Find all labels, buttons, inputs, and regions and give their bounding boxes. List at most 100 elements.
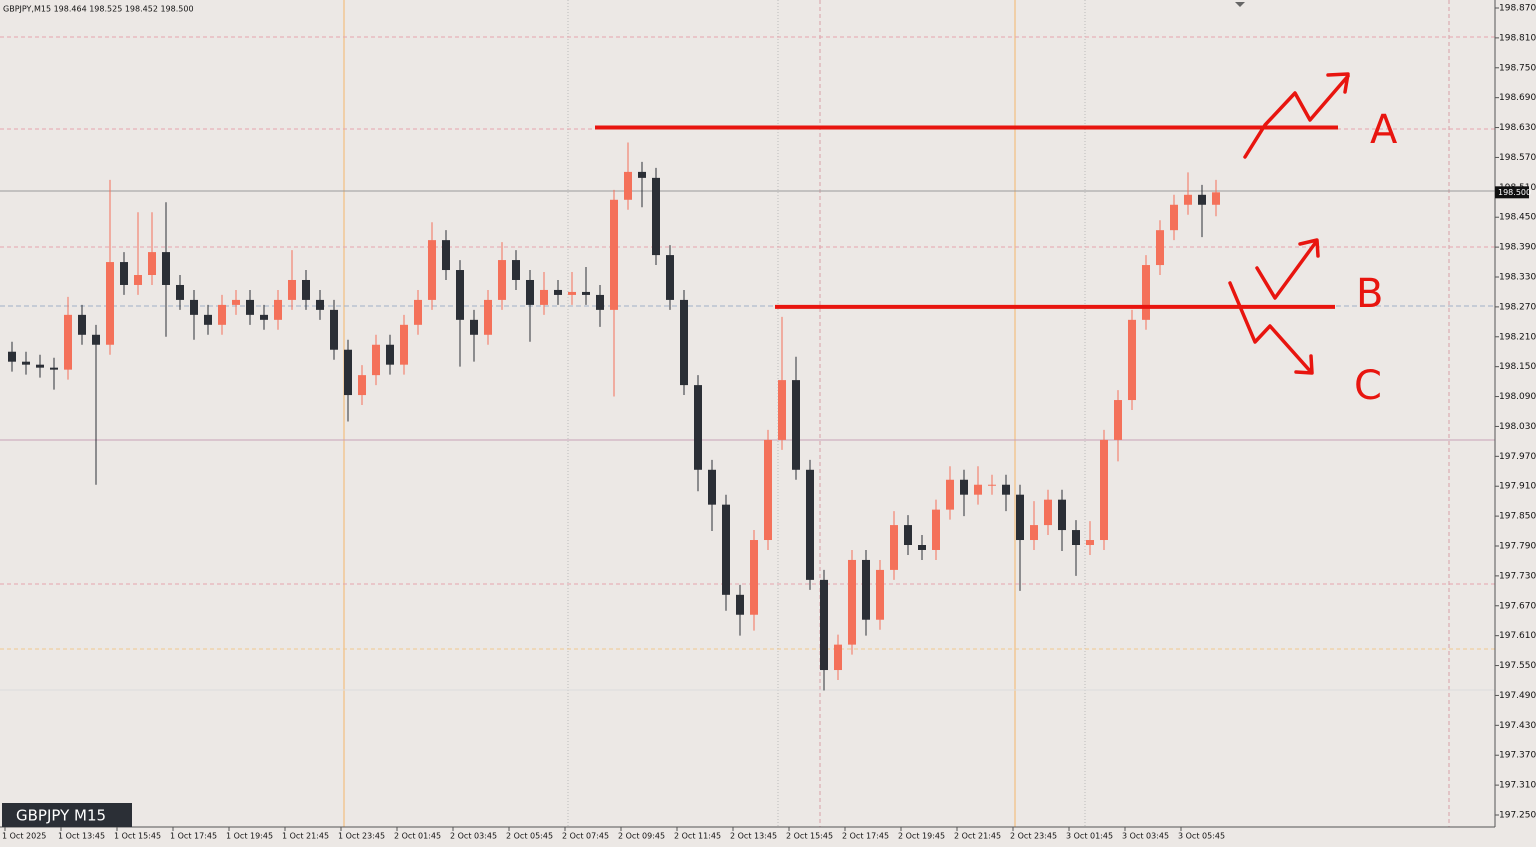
candle-body — [92, 334, 100, 345]
y-tick-label: 198.330 — [1499, 273, 1536, 283]
y-tick-label: 198.030 — [1499, 422, 1536, 432]
candle-body — [414, 299, 422, 325]
current-price-label: 198.500 — [1498, 188, 1531, 197]
candle-body — [428, 240, 436, 300]
x-tick-label: 1 Oct 2025 — [2, 832, 46, 841]
candle-body — [50, 367, 58, 370]
candle-body — [1198, 194, 1206, 205]
candle-body — [652, 177, 660, 256]
y-tick-label: 198.210 — [1499, 332, 1536, 342]
x-tick-label: 2 Oct 05:45 — [506, 832, 553, 841]
y-tick-label: 197.550 — [1499, 661, 1536, 671]
candle-body — [722, 504, 730, 595]
candle-body — [1142, 265, 1150, 320]
candle-body — [960, 479, 968, 495]
candle-body — [1128, 319, 1136, 401]
candle-body — [708, 469, 716, 505]
x-tick-label: 2 Oct 15:45 — [786, 832, 833, 841]
candle-body — [890, 525, 898, 570]
candle-body — [876, 569, 884, 620]
candle-body — [22, 361, 30, 365]
y-tick-label: 198.870 — [1499, 4, 1536, 14]
candle-body — [834, 644, 842, 671]
x-tick-label: 3 Oct 01:45 — [1066, 832, 1113, 841]
candle-body — [498, 260, 506, 300]
candle-body — [512, 260, 520, 280]
candle-body — [918, 545, 926, 550]
candle-body — [246, 299, 254, 315]
candle-body — [1086, 540, 1094, 546]
y-tick-label: 198.750 — [1499, 63, 1536, 73]
candle-body — [1016, 494, 1024, 541]
x-tick-label: 2 Oct 01:45 — [394, 832, 441, 841]
chart-title: GBPJPY,M15 198.464 198.525 198.452 198.5… — [3, 5, 194, 14]
candle-body — [736, 594, 744, 615]
candle-body — [820, 579, 828, 671]
candle-body — [806, 469, 814, 580]
candle-body — [1058, 499, 1066, 531]
candle-body — [568, 291, 576, 295]
x-tick-label: 2 Oct 11:45 — [674, 832, 721, 841]
y-tick-label: 198.090 — [1499, 392, 1536, 402]
x-tick-label: 2 Oct 09:45 — [618, 832, 665, 841]
candle-body — [302, 279, 310, 300]
candle-body — [582, 291, 590, 295]
y-tick-label: 197.490 — [1499, 691, 1536, 701]
candle-body — [764, 439, 772, 541]
y-tick-label: 197.310 — [1499, 781, 1536, 791]
candle-body — [442, 240, 450, 271]
candle-body — [288, 279, 296, 300]
drawn-arrows — [1228, 72, 1350, 375]
y-tick-label: 197.910 — [1499, 482, 1536, 492]
y-tick-label: 197.850 — [1499, 512, 1536, 522]
candle-body — [64, 314, 72, 370]
candle-body — [386, 344, 394, 365]
x-tick-label: 1 Oct 21:45 — [282, 832, 329, 841]
candle-body — [190, 299, 198, 315]
x-tick-label: 1 Oct 13:45 — [58, 832, 105, 841]
y-tick-label: 197.370 — [1499, 751, 1536, 761]
y-tick-label: 197.610 — [1499, 631, 1536, 641]
shift-marker — [1235, 2, 1245, 7]
y-tick-label: 198.570 — [1499, 153, 1536, 163]
candle-body — [1212, 192, 1220, 205]
candle-body — [638, 171, 646, 178]
current-price-box — [1495, 186, 1529, 199]
annotation: C — [1354, 363, 1382, 409]
candle-body — [974, 484, 982, 495]
candle-body — [8, 351, 16, 362]
candle-body — [904, 525, 912, 546]
symbol-box — [2, 803, 132, 827]
candle-body — [778, 380, 786, 440]
candle-body — [540, 289, 548, 305]
candle-body — [946, 479, 954, 510]
x-tick-label: 2 Oct 13:45 — [730, 832, 777, 841]
candle-body — [694, 385, 702, 470]
candle-body — [400, 324, 408, 365]
candle-body — [330, 309, 338, 350]
x-tick-label: 1 Oct 19:45 — [226, 832, 273, 841]
candle-body — [134, 275, 142, 285]
candle-body — [554, 289, 562, 295]
candle-body — [106, 262, 114, 345]
candle-body — [260, 314, 268, 320]
candle-body — [1156, 230, 1164, 266]
candle-body — [610, 199, 618, 310]
candle-body — [596, 294, 604, 310]
x-tick-label: 1 Oct 17:45 — [170, 832, 217, 841]
candles — [8, 142, 1220, 691]
candle-body — [1170, 204, 1178, 231]
y-tick-label: 197.970 — [1499, 452, 1536, 462]
x-tick-label: 3 Oct 03:45 — [1122, 832, 1169, 841]
y-tick-label: 197.790 — [1499, 542, 1536, 552]
y-tick-label: 197.430 — [1499, 721, 1536, 731]
x-tick-label: 2 Oct 03:45 — [450, 832, 497, 841]
y-tick-label: 198.390 — [1499, 243, 1536, 253]
candle-body — [162, 252, 170, 285]
candle-body — [484, 299, 492, 335]
y-tick-label: 197.250 — [1499, 811, 1536, 821]
candle-body — [176, 284, 184, 300]
candle-body — [358, 375, 366, 396]
candle-body — [78, 314, 86, 335]
x-tick-label: 2 Oct 19:45 — [898, 832, 945, 841]
